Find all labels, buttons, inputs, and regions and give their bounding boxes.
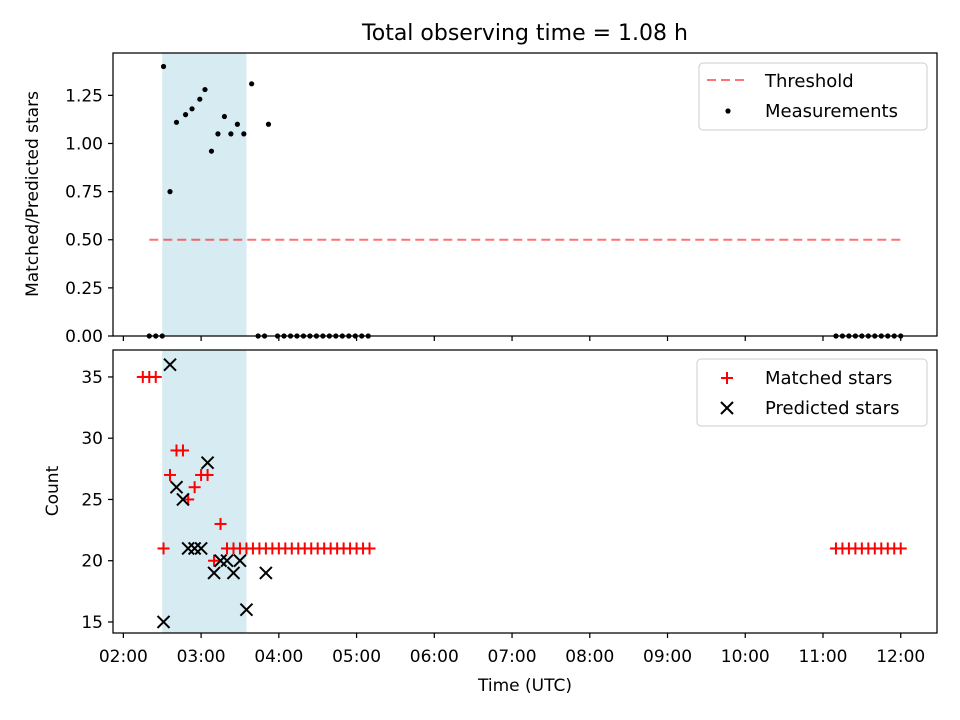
matched-star-point xyxy=(894,542,907,555)
predicted-star-point xyxy=(187,541,202,556)
measurement-point xyxy=(167,189,173,195)
predicted-star-point xyxy=(220,554,234,568)
count-y-tick-label: 30 xyxy=(81,429,103,449)
x-tick-label: 12:00 xyxy=(876,647,925,667)
measurement-point xyxy=(202,86,208,93)
matched-star-point xyxy=(149,370,162,383)
predicted-star-point xyxy=(239,603,254,617)
measurement-point xyxy=(173,119,180,125)
ratio-y-tick-label: 0.25 xyxy=(65,279,103,299)
predicted-star-point xyxy=(200,456,215,470)
ratio-highlight-span xyxy=(162,53,247,336)
measurement-point xyxy=(228,131,234,137)
matched-star-point xyxy=(208,554,221,567)
ratio-y-tick-label: 1.00 xyxy=(65,134,103,154)
measurements-legend-label: Measurements xyxy=(765,101,898,122)
measurement-point xyxy=(208,148,215,154)
predicted-star-point xyxy=(213,554,228,568)
measurements-legend-swatch xyxy=(725,108,731,114)
ratio-y-tick-label: 0.00 xyxy=(65,327,103,347)
count-legend: Matched stars Predicted stars xyxy=(696,358,928,427)
x-tick-label: 07:00 xyxy=(488,647,537,667)
measurement-point xyxy=(249,81,255,87)
measurement-point xyxy=(160,63,167,70)
predicted-star-point xyxy=(259,566,273,580)
count-legend-box xyxy=(696,358,928,427)
chart-title: Total observing time = 1.08 h xyxy=(361,21,688,46)
matched-legend-label: Matched stars xyxy=(765,368,892,389)
count-y-tick-label: 25 xyxy=(81,490,103,510)
matched-star-point xyxy=(164,468,177,481)
count-y-axis-label: Count xyxy=(43,465,63,516)
count-y-tick-label: 20 xyxy=(81,552,103,572)
ratio-y-tick-label: 0.50 xyxy=(65,231,103,251)
matched-star-point xyxy=(201,468,214,481)
ratio-y-tick-label: 0.75 xyxy=(65,183,103,203)
count-y-tick-label: 35 xyxy=(81,368,103,388)
predicted-star-point xyxy=(194,541,208,556)
predicted-star-point xyxy=(233,554,247,568)
x-tick-label: 04:00 xyxy=(254,647,303,667)
ratio-y-tick-label: 1.25 xyxy=(65,86,103,106)
x-tick-label: 11:00 xyxy=(798,647,847,667)
predicted-star-point xyxy=(181,541,195,556)
matched-legend-swatch xyxy=(721,372,733,384)
predicted-star-point xyxy=(226,566,241,580)
x-tick-label: 10:00 xyxy=(721,647,770,667)
predicted-legend-label: Predicted stars xyxy=(765,398,899,419)
measurement-point xyxy=(189,106,195,112)
measurement-point xyxy=(241,131,247,137)
x-tick-label: 03:00 xyxy=(177,647,226,667)
x-tick-label: 05:00 xyxy=(332,647,381,667)
count-panel: 15 20 25 30 35 02:00 03:00 04:00 05:00 06:00 07:0… xyxy=(43,349,938,696)
ratio-panel: 0.00 0.25 0.50 0.75 1.00 1.25 Matched/Predict… xyxy=(23,52,938,347)
count-panel-frame xyxy=(112,349,938,634)
x-tick-label: 09:00 xyxy=(643,647,692,667)
predicted-star-point xyxy=(163,357,177,372)
predicted-star-point xyxy=(156,615,171,629)
measurement-point xyxy=(215,131,221,137)
matched-star-point xyxy=(214,517,227,530)
ratio-legend: Threshold Measurements xyxy=(698,62,928,131)
measurement-point xyxy=(221,113,228,120)
matched-star-point xyxy=(176,444,189,457)
count-y-tick-label: 15 xyxy=(81,613,103,633)
predicted-star-point xyxy=(176,492,190,507)
measurement-point xyxy=(182,112,189,118)
measurement-point xyxy=(197,96,203,102)
matched-star-point xyxy=(188,481,201,494)
measurement-point xyxy=(265,121,272,127)
measurement-point xyxy=(234,121,240,127)
predicted-star-point xyxy=(169,480,184,494)
count-highlight-span xyxy=(162,350,247,633)
matched-star-point xyxy=(363,542,376,555)
matched-star-point xyxy=(157,542,170,555)
threshold-legend-label: Threshold xyxy=(764,71,854,92)
x-tick-label: 08:00 xyxy=(565,647,614,667)
ratio-legend-box xyxy=(698,62,928,131)
predicted-star-point xyxy=(207,566,221,580)
ratio-panel-frame xyxy=(112,52,938,337)
x-tick-label: 06:00 xyxy=(410,647,459,667)
x-tick-label: 02:00 xyxy=(99,647,148,667)
ratio-y-axis-label: Matched/Predicted stars xyxy=(23,91,43,297)
count-x-axis-label: Time (UTC) xyxy=(477,676,572,696)
predicted-legend-swatch xyxy=(720,401,734,415)
